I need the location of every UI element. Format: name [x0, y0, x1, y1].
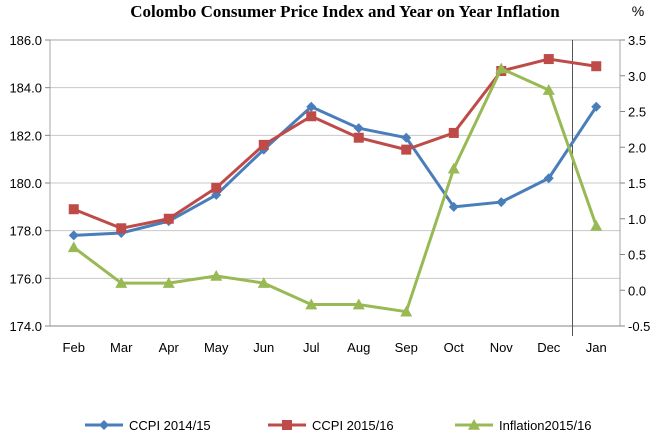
legend-swatch-marker — [99, 420, 109, 430]
series-line — [73, 57, 597, 230]
right-tick-label: 2.5 — [628, 105, 646, 120]
data-point — [496, 197, 507, 208]
right-tick-label: 0.5 — [628, 248, 646, 263]
data-point — [543, 173, 554, 184]
data-point — [591, 61, 602, 72]
right-tick-label: 3.0 — [628, 69, 646, 84]
legend-item: CCPI 2015/16 — [268, 418, 394, 433]
data-point — [210, 269, 223, 281]
series-square — [68, 54, 602, 234]
data-point — [400, 305, 413, 317]
right-tick-label: 3.5 — [628, 33, 646, 48]
series-line — [72, 67, 598, 314]
data-point — [68, 230, 79, 241]
data-point — [163, 213, 174, 224]
x-tick-label: May — [204, 340, 229, 355]
x-tick-label: Dec — [537, 340, 561, 355]
data-point — [448, 201, 459, 212]
right-tick-label: 1.0 — [628, 212, 646, 227]
chart-title: Colombo Consumer Price Index and Year on… — [130, 2, 560, 21]
right-tick-label: 0.0 — [628, 283, 646, 298]
left-tick-label: 176.0 — [9, 271, 42, 286]
data-point — [591, 101, 602, 112]
legend-item: Inflation2015/16 — [455, 418, 592, 433]
data-point — [590, 219, 603, 231]
data-point — [162, 277, 175, 288]
legend-item: CCPI 2014/15 — [85, 418, 211, 433]
x-tick-label: Feb — [63, 340, 85, 355]
data-point — [257, 277, 270, 288]
data-point — [306, 101, 317, 112]
x-tick-label: Mar — [110, 340, 133, 355]
data-point — [448, 127, 459, 138]
legend-swatch-marker — [282, 420, 292, 430]
x-tick-label: Sep — [395, 340, 418, 355]
series-layer — [67, 54, 603, 317]
data-point — [401, 132, 412, 143]
series-diamond — [68, 101, 602, 241]
x-tick-label: Jul — [303, 340, 320, 355]
data-point — [116, 223, 127, 234]
x-tick-label: Jan — [586, 340, 607, 355]
series-line — [73, 105, 598, 237]
left-tick-label: 178.0 — [9, 224, 42, 239]
legend: CCPI 2014/15 CCPI 2015/16 Inflation2015/16 — [85, 418, 592, 433]
right-axis-unit-label: % — [632, 3, 644, 19]
data-point — [353, 132, 364, 143]
data-point — [447, 162, 460, 174]
data-point — [353, 123, 364, 134]
legend-label: CCPI 2015/16 — [312, 418, 394, 433]
right-tick-label: -0.5 — [628, 319, 650, 334]
grid-layer — [50, 39, 620, 279]
left-tick-label: 182.0 — [9, 128, 42, 143]
data-point — [543, 54, 554, 65]
legend-label: Inflation2015/16 — [499, 418, 592, 433]
data-point — [352, 298, 365, 310]
data-point — [401, 144, 412, 155]
data-point — [211, 182, 222, 193]
left-tick-label: 186.0 — [9, 33, 42, 48]
right-tick-label: 2.0 — [628, 140, 646, 155]
data-point — [258, 139, 269, 150]
data-point — [306, 111, 317, 122]
x-tick-label: Jun — [253, 340, 274, 355]
series-triangle — [67, 62, 603, 317]
data-point — [115, 277, 128, 288]
axis-layer: 174.0 176.0 178.0 180.0 182.0 184.0 186.0 -0.5 0… — [9, 33, 650, 355]
left-tick-label: 184.0 — [9, 81, 42, 96]
right-tick-label: 1.5 — [628, 176, 646, 191]
x-tick-label: Aug — [347, 340, 370, 355]
x-tick-label: Oct — [444, 340, 465, 355]
legend-swatch-marker — [468, 419, 480, 430]
data-point — [68, 204, 79, 215]
data-point — [67, 241, 80, 253]
left-tick-label: 180.0 — [9, 176, 42, 191]
legend-label: CCPI 2014/15 — [129, 418, 211, 433]
data-point — [542, 84, 555, 95]
data-point — [305, 298, 318, 310]
data-point — [495, 62, 508, 74]
x-tick-label: Apr — [159, 340, 180, 355]
x-tick-label: Nov — [490, 340, 514, 355]
left-tick-label: 174.0 — [9, 319, 42, 334]
